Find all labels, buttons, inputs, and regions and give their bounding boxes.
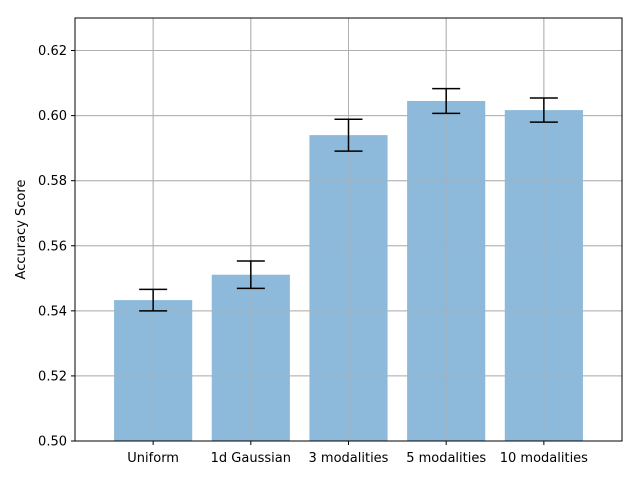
- y-tick-label: 0.50: [38, 435, 67, 450]
- error-bars: [139, 87, 558, 312]
- x-tick-label: Uniform: [127, 451, 179, 466]
- y-tick-label: 0.58: [38, 174, 67, 189]
- bars: [75, 18, 622, 442]
- y-axis-ticks: 0.50 0.52 0.54 0.56 0.58 0.60 0.62: [38, 44, 75, 450]
- x-tick-label: 1d Gaussian: [211, 451, 291, 466]
- y-tick-label: 0.56: [38, 239, 67, 254]
- y-tick-label: 0.54: [38, 304, 67, 319]
- y-tick-label: 0.52: [38, 369, 67, 384]
- x-axis-ticks: Uniform 1d Gaussian 3 modalities 5 modaliti…: [127, 441, 588, 466]
- x-tick-label: 3 modalities: [309, 451, 389, 466]
- y-axis-label: Accuracy Score: [14, 180, 29, 280]
- x-tick-label: 10 modalities: [500, 451, 588, 466]
- x-tick-label: 5 modalities: [406, 451, 486, 466]
- y-tick-label: 0.60: [38, 109, 67, 124]
- y-tick-label: 0.62: [38, 44, 67, 59]
